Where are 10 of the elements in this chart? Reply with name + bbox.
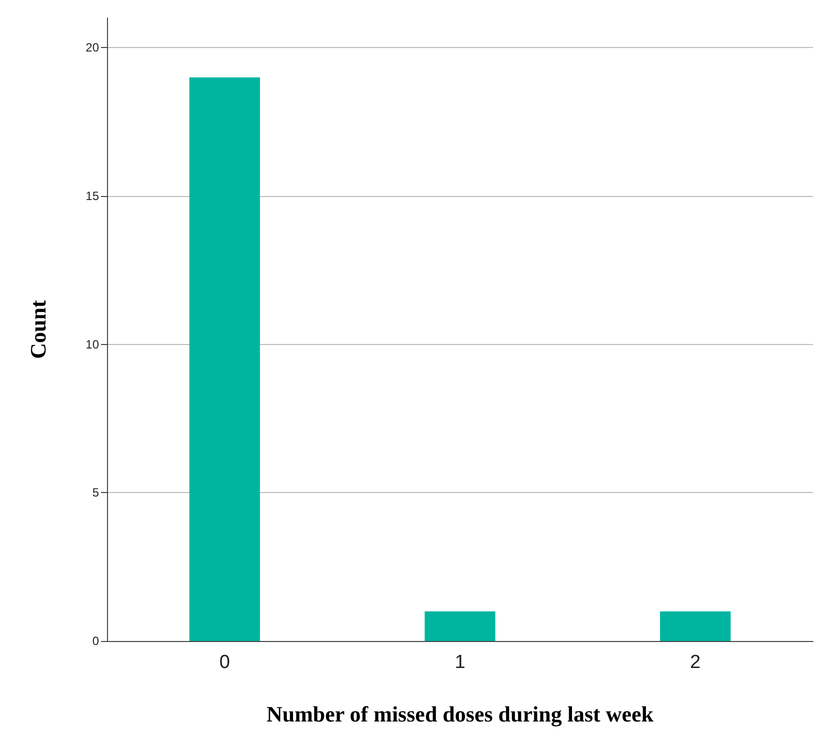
y-tick-label: 15 bbox=[86, 189, 100, 203]
x-axis-title: Number of missed doses during last week bbox=[266, 702, 654, 726]
y-tick-label: 0 bbox=[92, 634, 100, 648]
y-tick-label: 20 bbox=[86, 40, 100, 55]
y-axis-title: Count bbox=[26, 299, 50, 359]
x-tick-label: 0 bbox=[219, 652, 230, 673]
x-tick-label: 2 bbox=[690, 652, 701, 673]
y-tick-label: 10 bbox=[86, 337, 100, 352]
x-tick-label: 1 bbox=[454, 652, 466, 673]
y-tick-label: 5 bbox=[92, 486, 100, 500]
